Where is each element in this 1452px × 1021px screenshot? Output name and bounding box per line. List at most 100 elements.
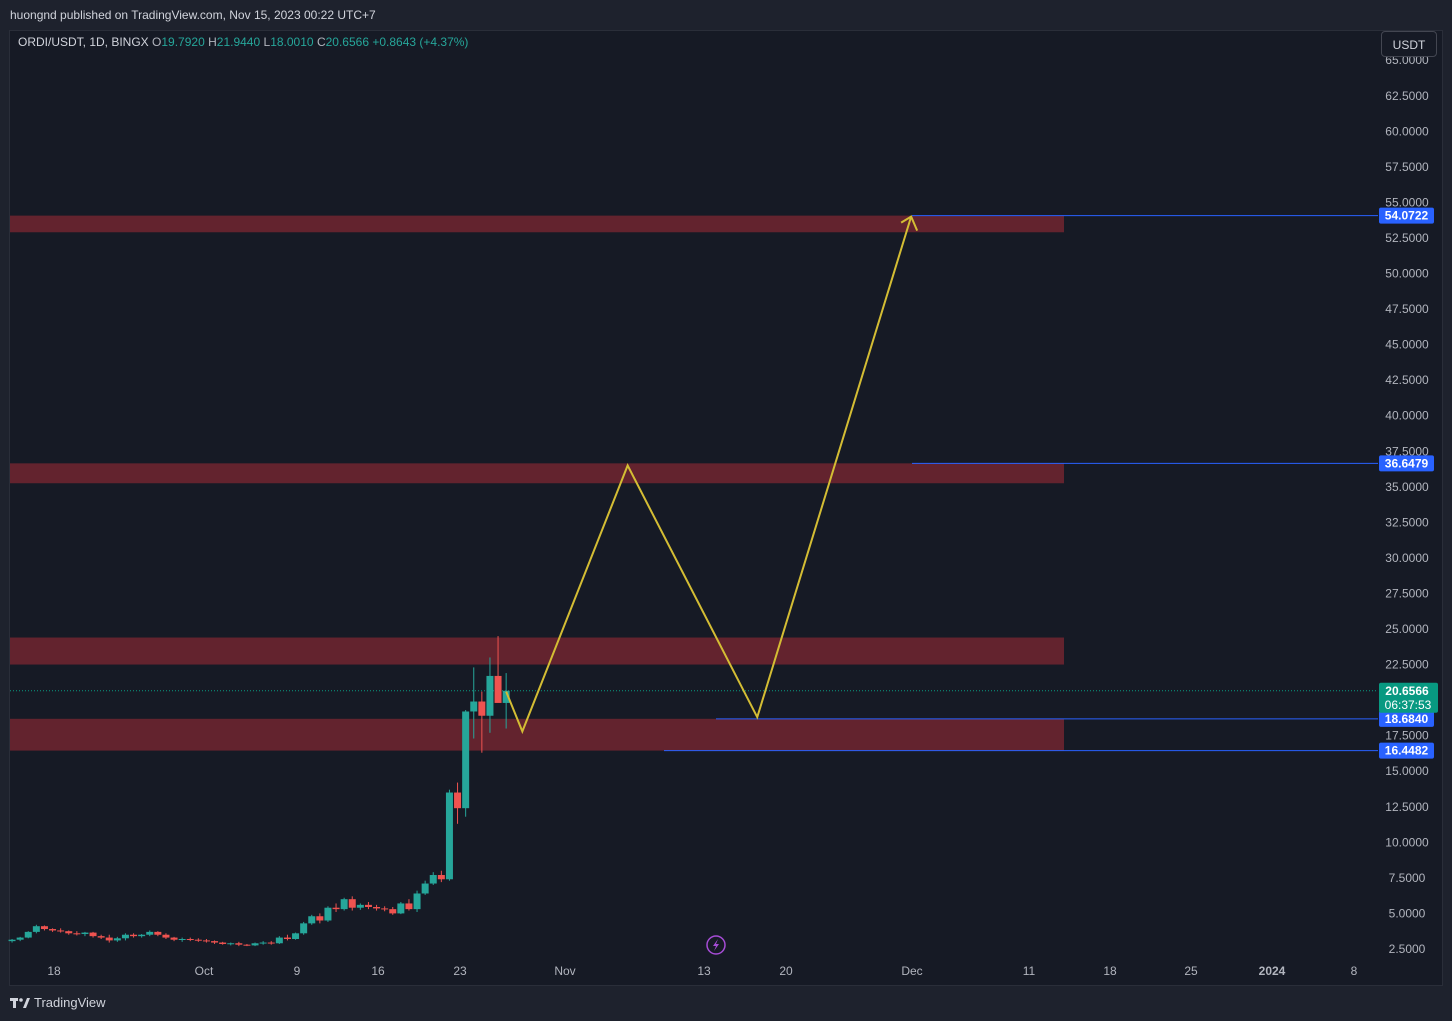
candle <box>373 904 381 911</box>
projection-path <box>505 216 913 735</box>
candle <box>364 902 372 910</box>
close-value: 20.6566 <box>325 35 369 49</box>
level-lines-layer <box>10 215 1378 752</box>
y-tick-label: 50.0000 <box>1385 267 1429 281</box>
footer-brand[interactable]: TradingView <box>10 994 106 1012</box>
candle-body <box>138 934 146 937</box>
price-level-badge-label: 36.6479 <box>1385 456 1429 470</box>
y-tick-label: 42.5000 <box>1385 373 1429 387</box>
y-tick-label: 30.0000 <box>1385 551 1429 565</box>
candle <box>235 941 243 947</box>
y-tick-label: 2.5000 <box>1389 942 1426 956</box>
candle <box>113 936 121 942</box>
price-level-badge: 54.0722 <box>1379 207 1434 224</box>
candle <box>421 880 429 895</box>
publish-info: huongnd published on TradingView.com, No… <box>10 8 376 22</box>
symbol-label[interactable]: ORDI/USDT, 1D, BINGX <box>18 35 149 49</box>
candle-body <box>494 675 502 703</box>
lightning-bolt-icon[interactable] <box>706 935 726 955</box>
candle-body <box>364 904 372 908</box>
candle-body <box>113 938 121 941</box>
y-tick-label: 7.5000 <box>1389 871 1426 885</box>
candle-body <box>478 701 486 716</box>
candle-body <box>267 942 275 944</box>
currency-unit-button[interactable]: USDT <box>1381 31 1437 57</box>
price-level-badge-label: 54.0722 <box>1385 209 1429 223</box>
x-tick-label: 11 <box>1023 964 1036 978</box>
ohlc-legend: ORDI/USDT, 1D, BINGX O19.7920 H21.9440 L… <box>18 34 468 50</box>
candle-body <box>348 899 356 908</box>
candle <box>211 940 219 944</box>
y-tick-label: 45.0000 <box>1385 338 1429 352</box>
y-tick-label: 25.0000 <box>1385 622 1429 636</box>
candle <box>332 903 340 912</box>
y-tick-label: 37.5000 <box>1385 444 1429 458</box>
y-tick-label: 62.5000 <box>1385 89 1429 103</box>
candle-body <box>49 929 57 931</box>
price-level-badge: 36.6479 <box>1379 455 1434 472</box>
candle-body <box>381 908 389 910</box>
candle-body <box>16 937 24 940</box>
candle-body <box>243 944 251 946</box>
price-badges-layer: 54.0722 36.6479 18.6840 16.4482 20.656606:37… <box>1379 207 1438 759</box>
open-label: O <box>152 35 162 49</box>
candle-body <box>413 893 421 910</box>
resistance-zone-3 <box>10 718 1064 751</box>
y-tick-label: 5.0000 <box>1389 906 1426 920</box>
candle <box>146 930 154 937</box>
candle <box>267 941 275 945</box>
x-tick-label: 18 <box>47 964 61 978</box>
candle-body <box>462 711 470 809</box>
candle <box>348 896 356 911</box>
x-tick-label: 9 <box>294 964 301 978</box>
candle-body <box>397 903 405 914</box>
candle-body <box>300 923 308 934</box>
candle <box>89 931 97 938</box>
candle-body <box>24 931 32 938</box>
candle-body <box>486 675 494 716</box>
candle-body <box>259 942 267 944</box>
candle-body <box>121 934 129 939</box>
change-value: +0.8643 (+4.37%) <box>372 35 469 49</box>
open-value: 19.7920 <box>161 35 205 49</box>
candle-body <box>186 938 194 940</box>
candle <box>186 937 194 942</box>
candle <box>470 667 478 739</box>
x-tick-label: 2024 <box>1259 964 1286 978</box>
y-tick-label: 47.5000 <box>1385 302 1429 316</box>
candle-body <box>275 937 283 944</box>
candle <box>138 934 146 938</box>
chart-area[interactable] <box>9 30 1443 986</box>
price-level-badge-bg <box>1379 207 1434 224</box>
candle-body <box>437 875 445 880</box>
candle-body <box>32 926 40 932</box>
candle <box>154 931 162 937</box>
price-level-badge-bg <box>1379 742 1434 759</box>
candle-body <box>373 907 381 909</box>
candle-body <box>211 941 219 943</box>
candle <box>40 925 48 931</box>
candle <box>454 782 462 824</box>
candle <box>73 931 81 936</box>
projection-layer <box>505 215 919 735</box>
y-tick-label: 22.5000 <box>1385 658 1429 672</box>
candle <box>389 907 397 915</box>
y-tick-label: 10.0000 <box>1385 835 1429 849</box>
candle-body <box>445 792 453 880</box>
candle <box>162 933 170 939</box>
x-tick-label: 13 <box>697 964 711 978</box>
candle-body <box>105 937 113 941</box>
candle <box>49 928 57 932</box>
candle-body <box>292 933 300 939</box>
x-tick-label: 23 <box>453 964 467 978</box>
candle <box>97 934 105 939</box>
candle-body <box>130 934 138 937</box>
candle-body <box>8 939 16 942</box>
candle <box>462 710 470 817</box>
candle <box>486 657 494 733</box>
price-level-badge-bg <box>1379 455 1434 472</box>
candle <box>381 906 389 912</box>
candle <box>292 932 300 940</box>
candle <box>251 942 259 947</box>
